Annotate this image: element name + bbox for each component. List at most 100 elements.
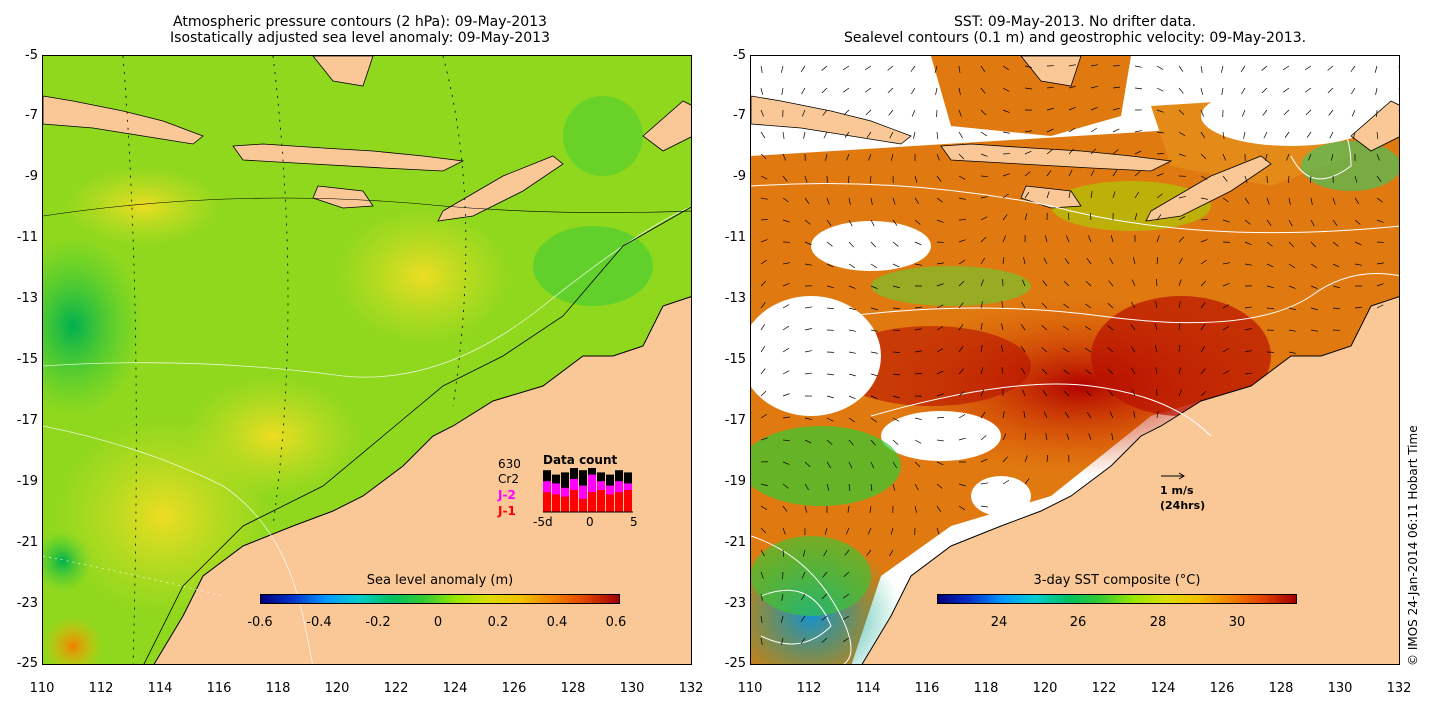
velocity-arrow xyxy=(1108,280,1114,287)
left-xtick: 130 xyxy=(619,681,645,696)
velocity-arrow xyxy=(936,416,944,419)
velocity-arrow xyxy=(1043,411,1048,419)
velocity-arrow xyxy=(1085,369,1092,375)
velocity-arrow xyxy=(781,593,784,601)
velocity-arrow xyxy=(980,389,985,397)
velocity-arrow xyxy=(1112,170,1118,177)
data-count-bar-j1 xyxy=(615,492,623,512)
velocity-arrow xyxy=(804,241,812,246)
velocity-arrow xyxy=(1156,65,1164,70)
velocity-arrow xyxy=(892,395,900,399)
velocity-arrow xyxy=(821,593,828,600)
velocity-arrow xyxy=(1156,278,1158,287)
velocity-arrow xyxy=(1042,280,1048,287)
right-cb-tick: 26 xyxy=(1069,615,1087,630)
velocity-arrow xyxy=(892,483,896,491)
dc-xtick: 0 xyxy=(586,515,594,529)
dc-xtick: 5 xyxy=(630,515,638,529)
left-xtick: 116 xyxy=(206,681,232,696)
velocity-arrow xyxy=(760,323,766,331)
velocity-arrow xyxy=(870,417,877,423)
velocity-arrow xyxy=(760,259,767,265)
velocity-arrow xyxy=(958,87,961,95)
velocity-arrow xyxy=(848,307,856,311)
velocity-arrow xyxy=(914,439,922,444)
left-ytick: -19 xyxy=(16,474,38,489)
velocity-arrow xyxy=(801,87,806,95)
velocity-arrow xyxy=(848,483,851,491)
velocity-arrow xyxy=(801,593,806,601)
velocity-arrow xyxy=(1002,456,1008,463)
velocity-arrow xyxy=(1200,153,1207,160)
velocity-arrow xyxy=(936,527,940,535)
velocity-arrow xyxy=(1112,107,1120,111)
right-ytick: -21 xyxy=(724,535,746,550)
velocity-arrow xyxy=(911,109,916,117)
right-cb-tick: 24 xyxy=(990,615,1008,630)
velocity-arrow xyxy=(1024,87,1032,90)
right-map-svg xyxy=(751,56,1399,664)
right-xtick: 110 xyxy=(737,681,763,696)
right-ytick: -7 xyxy=(733,108,746,123)
velocity-arrow xyxy=(958,131,963,139)
velocity-arrow xyxy=(914,197,920,205)
velocity-arrow xyxy=(1156,257,1159,265)
left-map-panel[interactable] xyxy=(42,55,692,665)
velocity-arrow xyxy=(980,131,987,137)
velocity-arrow xyxy=(890,527,894,535)
velocity-arrow xyxy=(1090,191,1093,199)
velocity-arrow xyxy=(1156,131,1164,134)
velocity-arrow xyxy=(1283,109,1290,116)
velocity-arrow xyxy=(1043,257,1048,265)
right-map-panel[interactable] xyxy=(750,55,1400,665)
velocity-arrow xyxy=(804,175,808,183)
velocity-arrow xyxy=(782,393,790,397)
velocity-arrow xyxy=(760,302,766,309)
velocity-arrow xyxy=(870,483,873,491)
velocity-arrow xyxy=(1002,193,1009,199)
velocity-arrow xyxy=(843,593,850,599)
velocity-arrow xyxy=(1002,235,1006,243)
velocity-arrow xyxy=(1067,213,1070,221)
right-xtick: 114 xyxy=(855,681,881,696)
velocity-arrow xyxy=(1041,368,1048,375)
right-ytick: -17 xyxy=(724,413,746,428)
right-ytick: -15 xyxy=(724,352,746,367)
right-title-line1: SST: 09-May-2013. No drifter data. xyxy=(953,14,1197,30)
velocity-arrow xyxy=(1086,411,1092,419)
velocity-arrow xyxy=(1222,370,1230,375)
velocity-arrow xyxy=(914,263,922,266)
data-count-bar-j1 xyxy=(552,494,560,512)
velocity-arrow xyxy=(1156,87,1164,92)
velocity-arrow xyxy=(914,461,921,468)
left-ytick: -5 xyxy=(25,48,38,63)
velocity-arrow xyxy=(848,461,853,469)
velocity-arrow xyxy=(800,615,806,622)
velocity-arrow xyxy=(826,395,834,399)
velocity-arrow xyxy=(1200,280,1207,287)
velocity-arrow xyxy=(1109,411,1114,419)
velocity-arrow xyxy=(1200,368,1206,375)
velocity-arrow xyxy=(1200,175,1208,180)
right-ytick: -23 xyxy=(724,596,746,611)
velocity-arrow xyxy=(760,175,768,180)
right-xtick: 122 xyxy=(1091,681,1117,696)
data-count-bar-j1 xyxy=(606,494,614,512)
velocity-scale-label: 1 m/s xyxy=(1160,484,1194,497)
velocity-arrow xyxy=(801,571,806,579)
velocity-arrow xyxy=(800,637,806,645)
velocity-arrow xyxy=(1156,214,1162,221)
velocity-arrow xyxy=(1085,303,1092,309)
velocity-arrow xyxy=(1046,107,1054,111)
velocity-arrow xyxy=(958,280,965,287)
velocity-arrow xyxy=(1133,411,1136,419)
velocity-arrow xyxy=(1244,219,1251,225)
velocity-arrow xyxy=(1109,257,1114,265)
velocity-arrow xyxy=(1068,127,1076,133)
left-cb-tick: 0 xyxy=(433,615,443,630)
velocity-arrow xyxy=(1263,131,1268,139)
velocity-arrow xyxy=(1112,191,1116,199)
velocity-arrow xyxy=(782,283,790,287)
velocity-arrow xyxy=(980,412,986,419)
data-count-bar-j1 xyxy=(597,490,605,512)
